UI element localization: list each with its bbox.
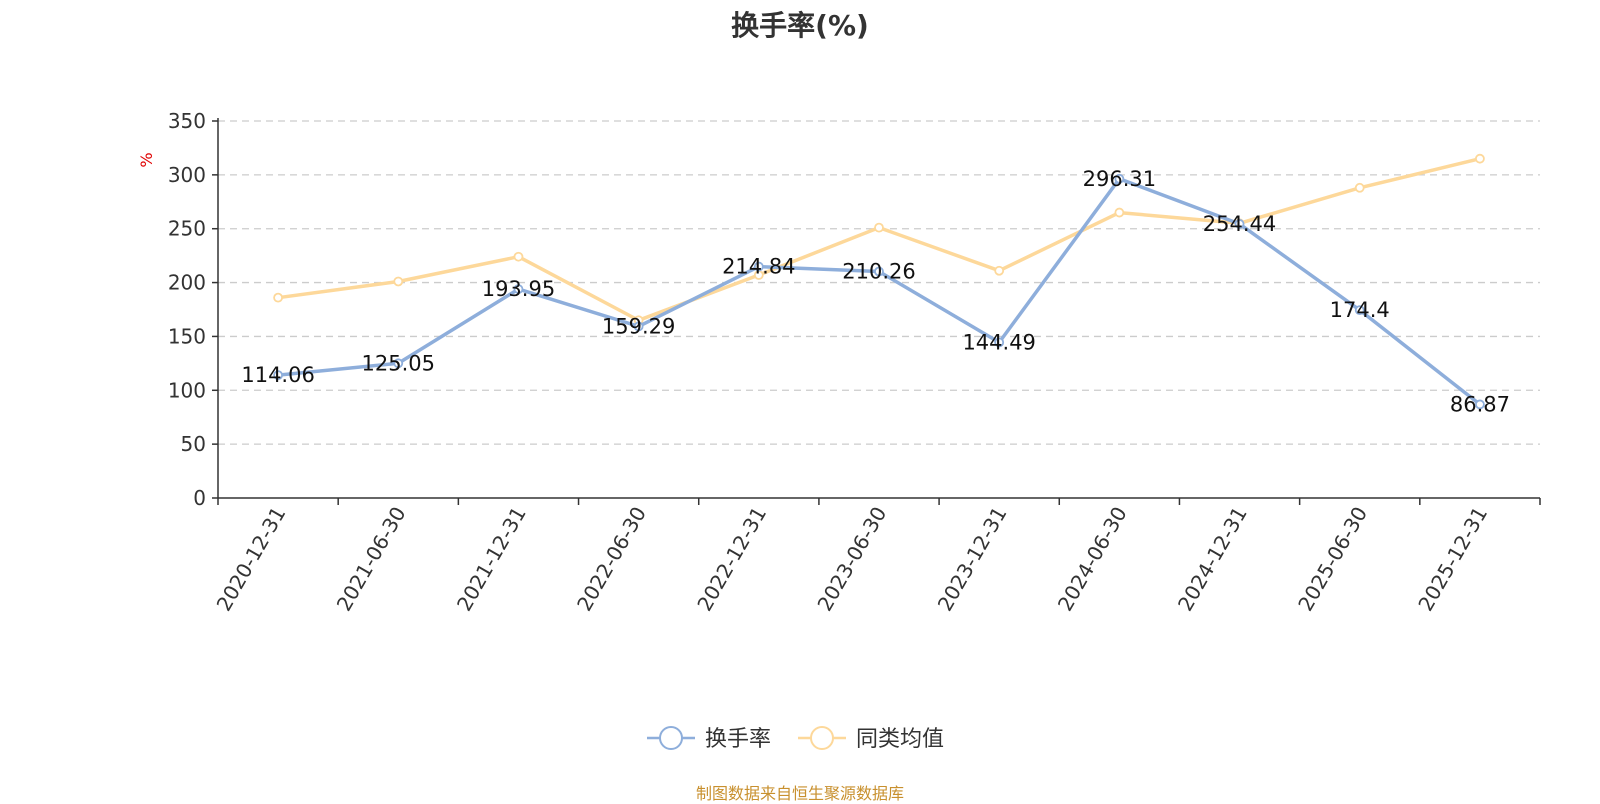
series-line-turnover — [277, 177, 1481, 406]
x-tick-label: 2021-12-31 — [452, 503, 531, 616]
legend-marker-icon — [810, 726, 834, 750]
data-point — [1475, 399, 1485, 410]
legend-marker-icon — [659, 726, 683, 750]
data-point — [753, 261, 764, 272]
data-point — [994, 265, 1005, 276]
data-label: 86.87 — [1450, 392, 1510, 416]
y-tick-label: 100 — [168, 378, 206, 402]
legend: 换手率 同类均值 — [647, 726, 944, 752]
y-tick-labels: 0 50 100 150 200 250 300 350 — [168, 109, 206, 510]
data-point — [633, 321, 644, 332]
data-point — [994, 337, 1005, 348]
data-source: 制图数据来自恒生聚源数据库 — [695, 784, 904, 803]
data-point — [273, 292, 283, 303]
data-point — [874, 222, 884, 233]
y-tick-label: 200 — [168, 271, 206, 295]
x-tick-labels: 2020-12-31 2021-06-30 2021-12-31 2022-06-30… — [212, 503, 1493, 616]
y-tick-label: 300 — [168, 163, 206, 187]
data-label: 296.31 — [1083, 167, 1156, 191]
x-tick-label: 2021-06-30 — [332, 503, 411, 616]
data-label: 174.4 — [1330, 298, 1390, 322]
legend-item-peer-average[interactable]: 同类均值 — [798, 726, 944, 752]
data-point — [393, 276, 404, 287]
data-point — [393, 358, 404, 369]
x-tick-label: 2024-12-31 — [1173, 503, 1252, 616]
data-point — [1234, 219, 1245, 229]
x-tick-label: 2024-06-30 — [1053, 503, 1132, 616]
data-point — [1114, 173, 1125, 184]
y-axis-unit: % — [137, 152, 156, 167]
data-label: 254.44 — [1203, 212, 1276, 236]
legend-label: 同类均值 — [856, 727, 944, 752]
data-point — [1114, 207, 1125, 218]
data-label: 125.05 — [362, 351, 435, 375]
x-tick-label: 2025-12-31 — [1413, 503, 1492, 616]
y-tick-label: 0 — [193, 486, 206, 510]
data-label: 159.29 — [602, 314, 675, 338]
data-label: 214.84 — [722, 255, 795, 279]
x-tick-label: 2023-06-30 — [812, 503, 891, 616]
data-label: 114.06 — [241, 363, 314, 387]
data-point — [513, 284, 524, 294]
data-label: 144.49 — [962, 330, 1035, 354]
chart-title: 换手率(%) — [731, 9, 869, 42]
series-line-peer-average — [277, 156, 1481, 323]
data-point — [1354, 305, 1365, 316]
legend-item-turnover[interactable]: 换手率 — [647, 726, 771, 752]
series-group — [273, 153, 1485, 410]
legend-label: 换手率 — [705, 727, 771, 752]
data-point — [1475, 153, 1485, 164]
y-tick-label: 250 — [168, 217, 206, 241]
y-tick-label: 50 — [181, 432, 206, 456]
y-tick-label: 150 — [168, 324, 206, 348]
data-label: 193.95 — [482, 277, 555, 301]
data-point — [874, 266, 884, 277]
x-tick-label: 2023-12-31 — [933, 503, 1012, 616]
data-labels: 114.06 125.05 193.95 159.29 214.84 210.26 144.… — [241, 167, 1510, 417]
x-tick-label: 2025-06-30 — [1293, 503, 1372, 616]
data-point — [513, 251, 524, 262]
axes — [212, 118, 1541, 505]
y-tick-label: 350 — [168, 109, 206, 133]
data-point — [273, 370, 283, 381]
x-tick-label: 2022-12-31 — [692, 503, 771, 616]
data-point — [1354, 182, 1365, 193]
x-tick-label: 2020-12-31 — [212, 503, 291, 616]
x-tick-label: 2022-06-30 — [572, 503, 651, 616]
data-label: 210.26 — [842, 260, 915, 284]
